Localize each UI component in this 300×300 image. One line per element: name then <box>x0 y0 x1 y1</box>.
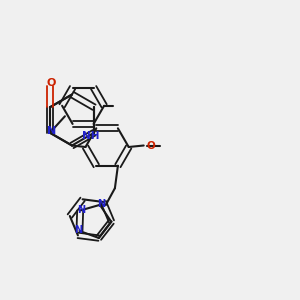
Text: O: O <box>147 140 156 151</box>
Text: N: N <box>74 225 82 235</box>
Text: N: N <box>97 199 105 209</box>
Text: N: N <box>77 206 85 215</box>
Text: N: N <box>47 126 56 136</box>
Text: O: O <box>47 78 56 88</box>
Text: NH: NH <box>82 131 99 141</box>
